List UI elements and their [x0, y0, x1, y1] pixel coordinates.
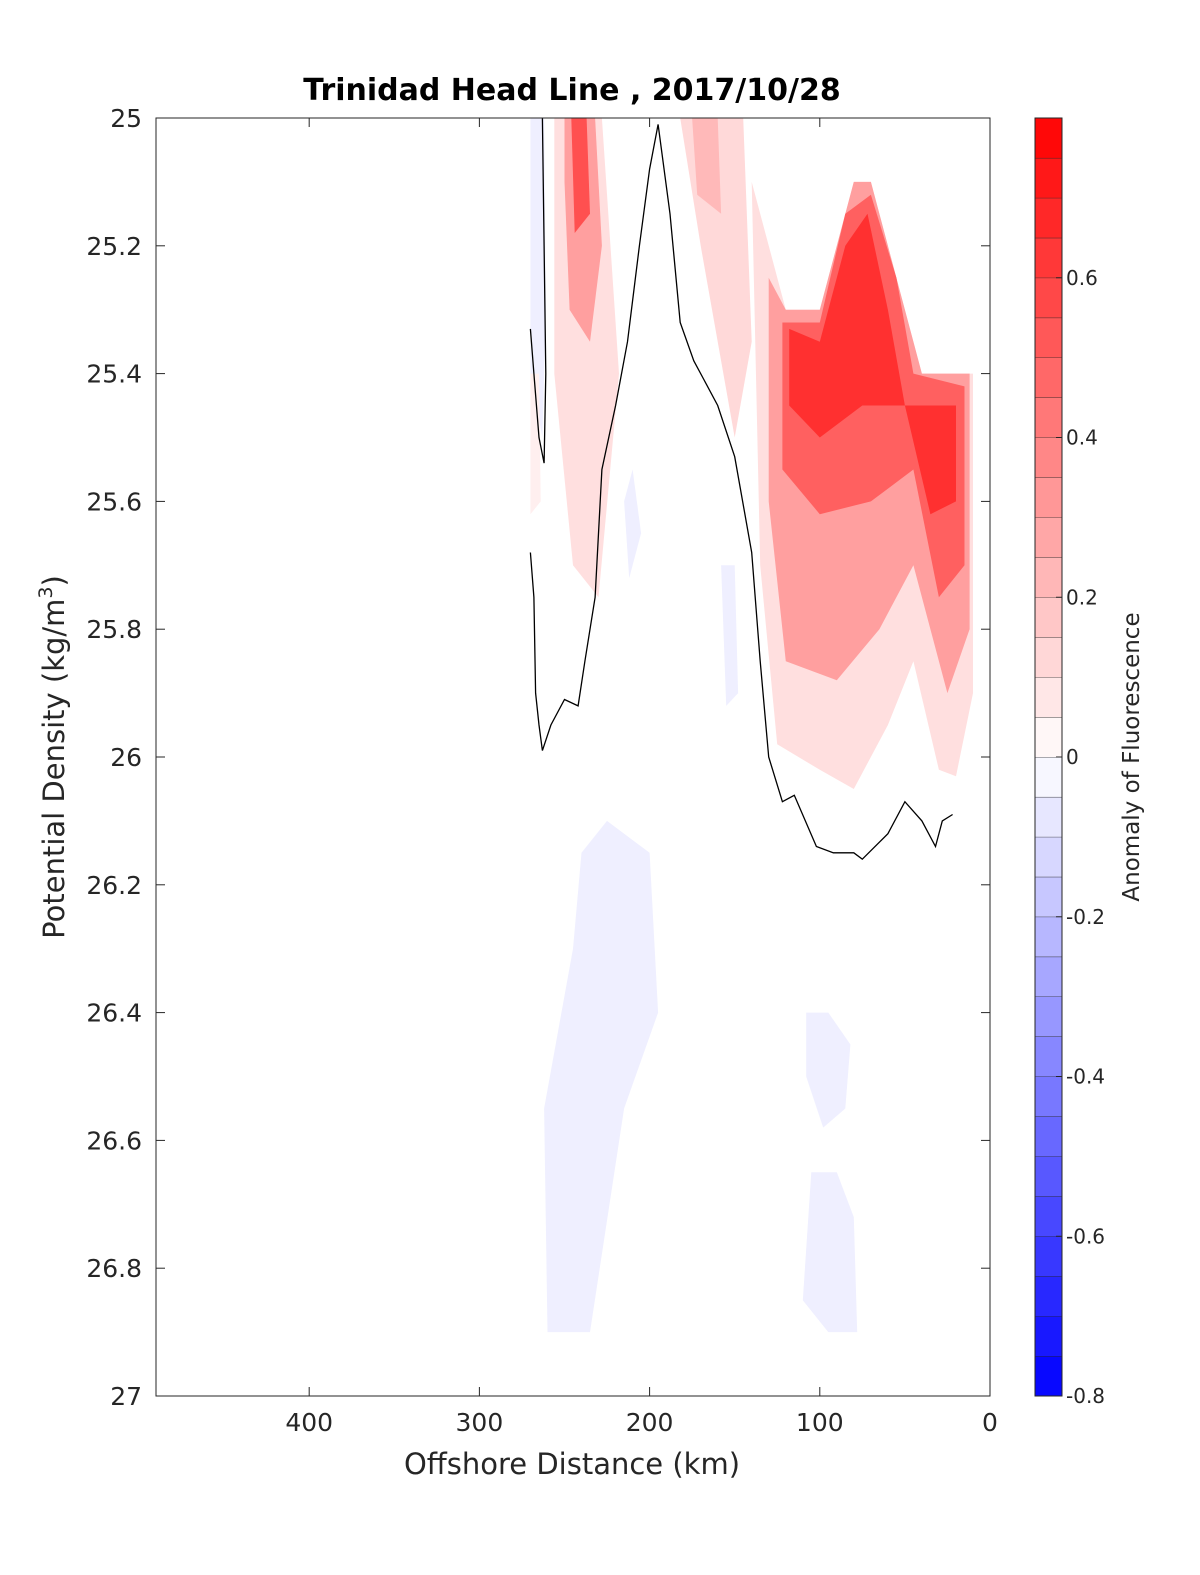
colorbar-band	[1035, 1276, 1062, 1317]
colorbar-band	[1035, 118, 1062, 158]
y-tick-label: 25	[110, 104, 142, 133]
colorbar-band	[1035, 237, 1062, 278]
anomaly-region-14	[544, 820, 659, 1333]
x-tick-label: 0	[982, 1408, 998, 1437]
colorbar-band	[1035, 1036, 1062, 1077]
colorbar-tick-label: 0	[1066, 745, 1079, 769]
x-tick-label: 300	[456, 1408, 504, 1437]
colorbar-band	[1035, 1196, 1062, 1237]
colorbar-band	[1035, 677, 1062, 718]
colorbar-band	[1035, 557, 1062, 598]
y-tick-label: 26.6	[86, 1126, 142, 1155]
colorbar-band	[1035, 637, 1062, 678]
anomaly-region-4	[571, 118, 590, 233]
anomaly-region-15	[806, 1012, 851, 1128]
colorbar-band	[1035, 836, 1062, 877]
colorbar-bands	[1035, 117, 1062, 1396]
x-axis: 400 300 200 100 0	[285, 118, 998, 1437]
colorbar-band	[1035, 796, 1062, 837]
y-tick-label: 25.4	[86, 360, 142, 389]
y-tick-label: 26.8	[86, 1254, 142, 1283]
colorbar-ticks: -0.8 -0.6 -0.4 -0.2 0 0.2 0.4 0.6	[1056, 266, 1105, 1408]
colorbar-band	[1035, 1316, 1062, 1357]
colorbar-band	[1035, 1156, 1062, 1197]
x-axis-label: Offshore Distance (km)	[404, 1447, 740, 1481]
y-axis-label: Potential Density (kg/m3)	[35, 575, 71, 939]
zero-contour-1	[529, 118, 547, 464]
y-tick-label: 26	[110, 743, 142, 772]
x-tick-label: 100	[796, 1408, 844, 1437]
x-tick-label: 200	[626, 1408, 674, 1437]
anomaly-region-16	[802, 1172, 858, 1333]
anomaly-region-7	[692, 118, 722, 214]
anomaly-region-12	[624, 469, 642, 579]
anomaly-region-11	[789, 213, 956, 515]
plot-area: 400 300 200 100 0 25 25.2 25.4 25.6 25.8 26 26.2 26…	[86, 104, 998, 1437]
colorbar-band	[1035, 876, 1062, 917]
colorbar-band	[1035, 956, 1062, 997]
anomaly-fills	[530, 118, 973, 1333]
y-tick-label: 25.2	[86, 232, 142, 261]
colorbar-band	[1035, 1236, 1062, 1277]
y-axis-label-end: )	[37, 575, 71, 586]
colorbar-band	[1035, 916, 1062, 957]
anomaly-region-1	[530, 118, 546, 438]
zero-contour-2	[529, 124, 953, 861]
colorbar-band	[1035, 437, 1062, 478]
colorbar-tick-label: 0.4	[1066, 426, 1098, 450]
colorbar-band	[1035, 197, 1062, 238]
colorbar-tick-label: -0.2	[1066, 905, 1105, 929]
colorbar-tick-label: 0.6	[1066, 266, 1098, 290]
anomaly-region-6	[680, 118, 752, 438]
y-tick-label: 25.6	[86, 487, 142, 516]
colorbar-band	[1035, 317, 1062, 358]
y-axis-label-main: Potential Density (kg/m	[37, 599, 71, 939]
colorbar-label: Anomaly of Fluorescence	[1119, 612, 1145, 901]
anomaly-region-13	[721, 565, 739, 706]
colorbar-tick-label: -0.6	[1066, 1224, 1105, 1248]
colorbar-tick-label: -0.8	[1066, 1384, 1105, 1408]
colorbar-band	[1035, 1116, 1062, 1157]
colorbar-band	[1035, 597, 1062, 638]
colorbar-band	[1035, 996, 1062, 1037]
chart-title: Trinidad Head Line , 2017/10/28	[303, 73, 840, 108]
colorbar-band	[1035, 757, 1062, 797]
y-tick-label: 26.2	[86, 871, 142, 900]
colorbar-band	[1035, 1356, 1062, 1396]
colorbar-band	[1035, 277, 1062, 318]
colorbar-band	[1035, 157, 1062, 198]
colorbar-band	[1035, 477, 1062, 518]
colorbar-band	[1035, 357, 1062, 398]
y-tick-label: 27	[110, 1382, 142, 1411]
anomaly-region-5	[530, 373, 541, 515]
colorbar-tick-label: -0.4	[1066, 1065, 1105, 1089]
x-tick-label: 400	[285, 1408, 333, 1437]
zero-contours	[529, 118, 953, 861]
y-axis-label-sup: 3	[35, 586, 57, 598]
colorbar: -0.8 -0.6 -0.4 -0.2 0 0.2 0.4 0.6 Anomaly of Fl…	[1034, 117, 1145, 1408]
y-axis: 25 25.2 25.4 25.6 25.8 26 26.2 26.4 26.6 26.8 27	[86, 104, 990, 1411]
colorbar-tick-label: 0.2	[1066, 585, 1098, 609]
colorbar-band	[1035, 717, 1062, 757]
y-tick-label: 25.8	[86, 615, 142, 644]
y-tick-label: 26.4	[86, 999, 142, 1028]
colorbar-band	[1035, 397, 1062, 438]
colorbar-band	[1035, 1076, 1062, 1117]
colorbar-band	[1035, 517, 1062, 558]
